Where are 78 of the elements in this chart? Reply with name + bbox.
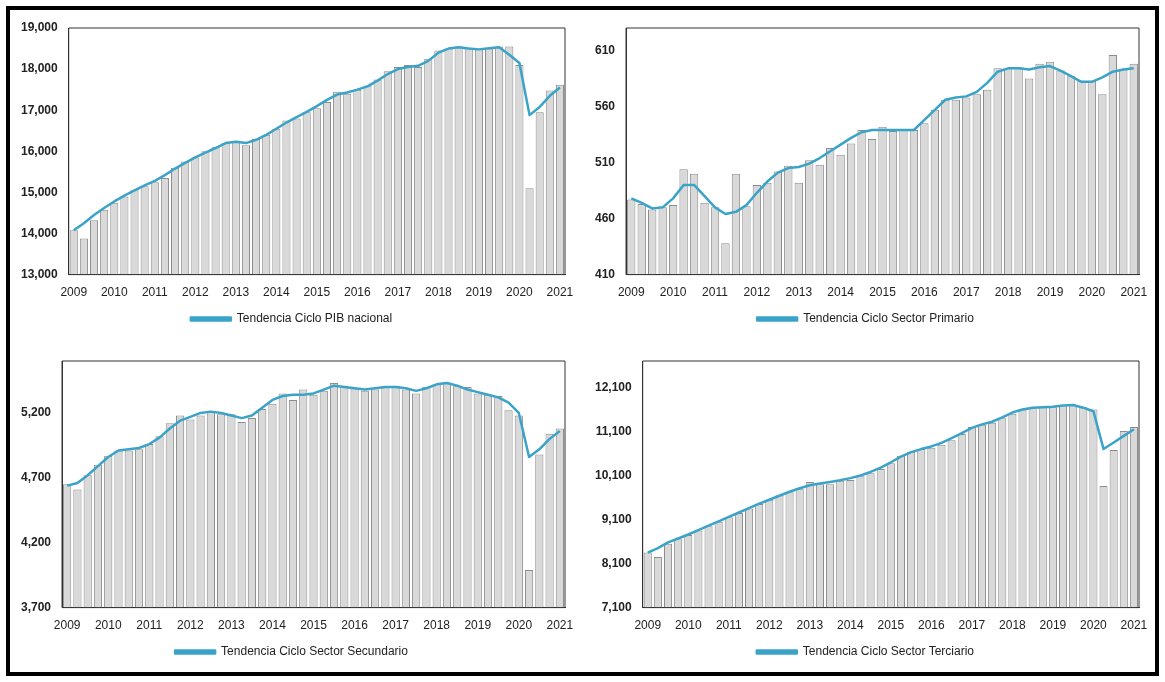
x-tick-label: 2012 <box>743 285 771 300</box>
x-tick-label: 2010 <box>100 285 128 300</box>
x-tick-label: 2015 <box>300 618 328 633</box>
x-tick-label: 2010 <box>674 618 702 633</box>
x-tick-label: 2017 <box>958 618 986 633</box>
y-tick-label: 410 <box>594 266 616 281</box>
y-tick-label: 19,000 <box>21 20 59 35</box>
x-tick-label: 2015 <box>877 618 905 633</box>
x-tick-label: 2010 <box>659 285 687 300</box>
x-tick-label: 2012 <box>755 618 783 633</box>
x-tick-label: 2015 <box>303 285 331 300</box>
y-tick-label: 510 <box>594 154 616 169</box>
x-tick-label: 2016 <box>341 618 369 633</box>
x-tick-label: 2019 <box>1036 285 1064 300</box>
x-tick-label: 2011 <box>702 285 729 300</box>
x-tick-label: 2018 <box>999 618 1027 633</box>
x-tick-label: 2011 <box>136 618 163 633</box>
y-tick-label: 9,100 <box>601 511 633 526</box>
y-tick-label: 4,700 <box>21 470 52 485</box>
y-tick-label: 11,100 <box>595 423 633 438</box>
x-tick-label: 2020 <box>505 618 533 633</box>
legend-label: Tendencia Ciclo Sector Terciario <box>802 644 975 659</box>
y-tick-label: 12,100 <box>595 379 633 394</box>
x-tick-label: 2017 <box>382 618 410 633</box>
x-tick-label: 2009 <box>60 285 88 300</box>
x-tick-label: 2016 <box>918 618 946 633</box>
x-tick-label: 2018 <box>425 285 453 300</box>
x-tick-label: 2016 <box>911 285 939 300</box>
x-tick-label: 2019 <box>464 618 492 633</box>
legend-label: Tendencia Ciclo Sector Secundario <box>221 644 409 659</box>
x-tick-label: 2014 <box>827 285 855 300</box>
x-tick-label: 2009 <box>634 618 662 633</box>
y-tick-label: 15,000 <box>21 184 59 199</box>
x-tick-label: 2010 <box>94 618 122 633</box>
y-tick-label: 16,000 <box>21 143 59 158</box>
x-tick-label: 2012 <box>181 285 209 300</box>
x-tick-label: 2021 <box>546 618 574 633</box>
y-tick-label: 460 <box>594 210 616 225</box>
y-tick-label: 560 <box>594 98 616 113</box>
x-tick-label: 2020 <box>1080 618 1108 633</box>
y-tick-label: 10,100 <box>595 467 633 482</box>
x-tick-label: 2011 <box>141 285 169 300</box>
y-tick-label: 14,000 <box>21 225 59 240</box>
x-tick-label: 2012 <box>176 618 205 633</box>
x-tick-label: 2020 <box>1078 285 1106 300</box>
x-tick-label: 2013 <box>222 285 250 300</box>
y-tick-label: 17,000 <box>21 102 59 117</box>
x-tick-label: 2015 <box>869 285 897 300</box>
x-tick-label: 2017 <box>952 285 980 300</box>
x-tick-label: 2014 <box>259 618 287 633</box>
x-tick-label: 2014 <box>262 285 291 300</box>
y-tick-label: 3,700 <box>21 599 52 614</box>
y-tick-label: 5,200 <box>21 405 52 420</box>
y-tick-label: 7,100 <box>601 599 633 614</box>
x-tick-label: 2019 <box>465 285 493 300</box>
y-tick-label: 18,000 <box>21 61 59 76</box>
x-tick-label: 2009 <box>53 618 81 633</box>
y-tick-label: 4,200 <box>21 535 52 550</box>
x-tick-label: 2019 <box>1039 618 1067 633</box>
x-tick-label: 2017 <box>384 285 412 300</box>
x-tick-label: 2020 <box>506 285 534 300</box>
x-tick-label: 2021 <box>1120 618 1148 633</box>
y-tick-label: 610 <box>594 42 616 57</box>
x-tick-label: 2013 <box>796 618 824 633</box>
x-tick-label: 2018 <box>994 285 1022 300</box>
x-tick-label: 2013 <box>785 285 813 300</box>
legend-label: Tendencia Ciclo Sector Primario <box>803 311 975 326</box>
x-tick-label: 2021 <box>546 285 574 300</box>
y-tick-label: 13,000 <box>21 266 59 281</box>
x-tick-label: 2011 <box>715 618 743 633</box>
y-tick-label: 8,100 <box>601 555 633 570</box>
x-tick-label: 2014 <box>836 618 865 633</box>
x-tick-label: 2021 <box>1120 285 1148 300</box>
legend-label: Tendencia Ciclo PIB nacional <box>236 311 393 326</box>
x-tick-label: 2018 <box>423 618 451 633</box>
x-tick-label: 2016 <box>344 285 372 300</box>
x-tick-label: 2009 <box>617 285 645 300</box>
x-tick-label: 2013 <box>218 618 246 633</box>
